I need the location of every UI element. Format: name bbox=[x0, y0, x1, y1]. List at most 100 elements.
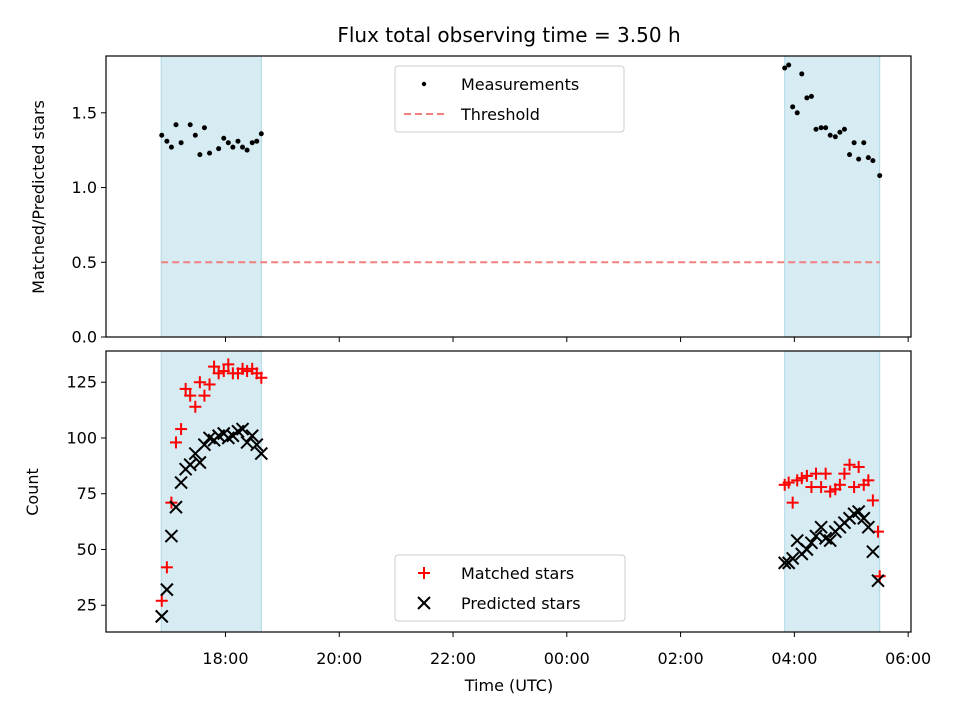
measurements-point bbox=[813, 126, 819, 132]
ratio-y-tick-label: 1.5 bbox=[72, 103, 97, 122]
matched-stars-point bbox=[212, 367, 225, 380]
measurements-point bbox=[230, 144, 236, 150]
predicted-stars-point bbox=[250, 437, 264, 452]
matched-stars-point bbox=[800, 469, 813, 482]
measurements-point bbox=[159, 132, 165, 138]
x-tick-label: 04:00 bbox=[771, 649, 817, 668]
ratio-y-tick-label: 1.0 bbox=[72, 178, 97, 197]
measurements-point bbox=[221, 135, 227, 141]
predicted-stars-point bbox=[861, 520, 876, 534]
matched-stars-point bbox=[208, 360, 221, 373]
measurements-point bbox=[240, 144, 246, 150]
matched-stars-point bbox=[255, 371, 268, 384]
panel-ratio-legend: Measurements Threshold bbox=[394, 65, 625, 133]
measurements-point bbox=[168, 144, 174, 150]
matched-stars-point bbox=[189, 400, 202, 413]
measurements-point bbox=[786, 62, 792, 68]
predicted-stars-point bbox=[164, 529, 179, 543]
predicted-stars-point bbox=[800, 542, 814, 557]
predicted-stars-point bbox=[160, 582, 174, 597]
chart-title: Flux total observing time = 3.50 h bbox=[337, 23, 680, 47]
measurements-point bbox=[164, 138, 170, 144]
predicted-stars-point bbox=[245, 429, 259, 443]
measurements-point bbox=[207, 150, 213, 156]
ratio-observing-interval-2 bbox=[784, 55, 881, 338]
matched-stars-point bbox=[786, 496, 799, 509]
measurements-point bbox=[856, 156, 862, 162]
measurements-point bbox=[225, 140, 231, 146]
legend-threshold-label: Threshold bbox=[460, 105, 540, 124]
matched-stars-point bbox=[217, 365, 230, 378]
measurements-point bbox=[258, 131, 264, 137]
matched-stars-point bbox=[819, 467, 832, 480]
matched-stars-point bbox=[815, 481, 828, 494]
measurements-point bbox=[794, 110, 800, 116]
matched-stars-point bbox=[848, 481, 861, 494]
measurements-point bbox=[832, 134, 838, 140]
predicted-stars-point bbox=[857, 511, 871, 525]
legend-measurements-label: Measurements bbox=[461, 75, 579, 94]
matched-stars-point bbox=[193, 376, 206, 389]
panel-count-y-axis-label: Count bbox=[23, 468, 42, 516]
predicted-stars-point bbox=[777, 556, 792, 570]
measurements-point bbox=[804, 95, 810, 101]
matched-stars-point bbox=[843, 458, 856, 471]
predicted-stars-point bbox=[814, 520, 828, 534]
measurements-point bbox=[216, 146, 222, 152]
matched-stars-point bbox=[824, 485, 837, 498]
predicted-stars-point bbox=[823, 533, 837, 548]
panel-count: 25 50 75 100 125 Count Matched stars Predict… bbox=[23, 350, 912, 637]
count-y-tick-label: 75 bbox=[77, 484, 97, 503]
x-tick-label: 20:00 bbox=[316, 649, 362, 668]
matched-stars-point bbox=[179, 382, 192, 395]
matched-stars-point bbox=[169, 436, 182, 449]
ratio-y-tick-label: 0.5 bbox=[72, 253, 97, 272]
measurements-point bbox=[192, 132, 198, 138]
matched-stars-point bbox=[833, 478, 846, 491]
predicted-stars-point bbox=[871, 573, 885, 588]
measurements-point bbox=[235, 138, 241, 144]
measurements-point bbox=[173, 122, 179, 128]
panel-count-legend: Matched stars Predicted stars bbox=[394, 554, 626, 622]
predicted-stars-point bbox=[785, 551, 800, 566]
measurements-point bbox=[187, 122, 193, 128]
measurements-point bbox=[870, 158, 876, 164]
matched-stars-point bbox=[862, 474, 875, 487]
measurements-point bbox=[254, 138, 260, 144]
measurements-point bbox=[823, 125, 829, 131]
ratio-y-tick-label: 0.0 bbox=[72, 328, 97, 347]
count-observing-interval-1 bbox=[160, 350, 262, 633]
predicted-stars-point bbox=[866, 545, 880, 559]
x-tick-label: 18:00 bbox=[202, 649, 248, 668]
matched-stars-point bbox=[241, 365, 254, 378]
matched-stars-point bbox=[198, 389, 211, 402]
legend-matched-marker bbox=[418, 567, 430, 579]
matched-stars-point bbox=[184, 389, 197, 402]
matched-stars-point bbox=[155, 594, 168, 607]
count-y-tick-label: 100 bbox=[66, 428, 97, 447]
predicted-stars-point bbox=[804, 536, 819, 550]
predicted-stars-point bbox=[193, 455, 207, 470]
predicted-stars-point bbox=[197, 437, 212, 452]
measurements-point bbox=[841, 126, 847, 132]
measurements-point bbox=[837, 129, 843, 135]
measurements-point bbox=[818, 125, 824, 131]
measurements-point bbox=[799, 71, 805, 77]
matched-stars-point bbox=[866, 494, 879, 507]
matched-stars-point bbox=[175, 423, 188, 436]
measurements-point bbox=[851, 140, 857, 146]
predicted-stars-point bbox=[254, 446, 269, 461]
count-y-tick-label: 125 bbox=[66, 373, 97, 392]
count-y-tick-label: 25 bbox=[77, 596, 97, 615]
legend-predicted-marker bbox=[417, 596, 431, 610]
ratio-observing-interval-1 bbox=[160, 55, 262, 338]
x-tick-label: 00:00 bbox=[544, 649, 590, 668]
matched-stars-point bbox=[160, 561, 173, 574]
measurements-point bbox=[244, 147, 250, 153]
measurements-point bbox=[201, 125, 207, 131]
measurements-point bbox=[877, 173, 883, 179]
measurements-point bbox=[861, 140, 867, 146]
predicted-stars-point bbox=[235, 422, 250, 436]
panel-count-frame bbox=[105, 350, 912, 633]
